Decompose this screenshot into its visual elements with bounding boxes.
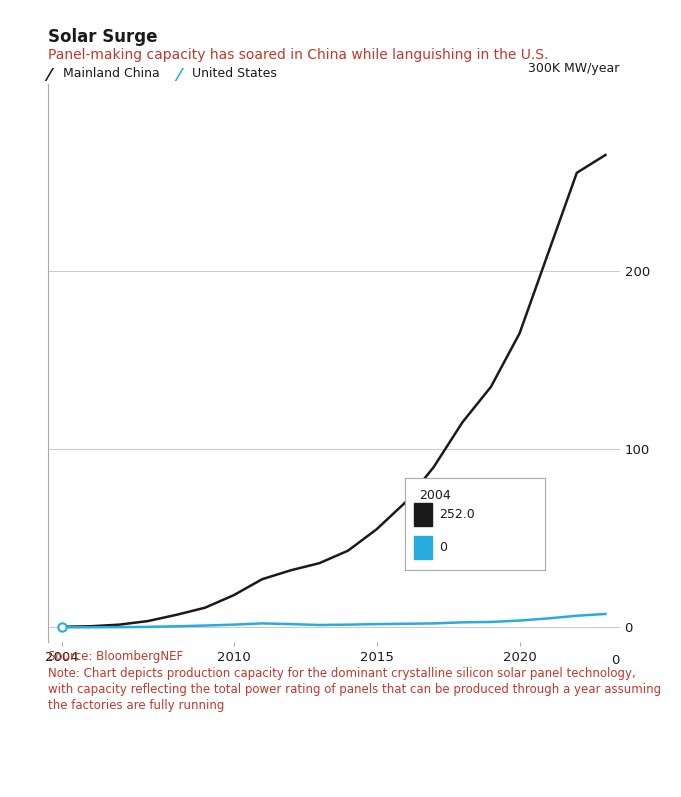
Text: 0: 0 <box>612 654 620 667</box>
Text: with capacity reflecting the total power rating of panels that can be produced t: with capacity reflecting the total power… <box>48 683 661 696</box>
Text: 2004: 2004 <box>419 489 451 502</box>
Text: Note: Chart depicts production capacity for the dominant crystalline silicon sol: Note: Chart depicts production capacity … <box>48 667 635 680</box>
Text: Mainland China: Mainland China <box>63 67 159 80</box>
Text: 300K MW/year: 300K MW/year <box>528 62 620 76</box>
Text: United States: United States <box>192 67 277 80</box>
Bar <box>413 503 432 526</box>
Text: Panel-making capacity has soared in China while languishing in the U.S.: Panel-making capacity has soared in Chin… <box>48 48 548 62</box>
Bar <box>413 536 432 559</box>
Text: 0: 0 <box>439 541 447 555</box>
Text: ⁄: ⁄ <box>48 67 50 85</box>
Text: 252.0: 252.0 <box>439 508 475 521</box>
Text: Solar Surge: Solar Surge <box>48 28 157 46</box>
Text: Source: BloombergNEF: Source: BloombergNEF <box>48 650 183 662</box>
Text: the factories are fully running: the factories are fully running <box>48 699 224 712</box>
Text: ⁄: ⁄ <box>177 67 180 85</box>
